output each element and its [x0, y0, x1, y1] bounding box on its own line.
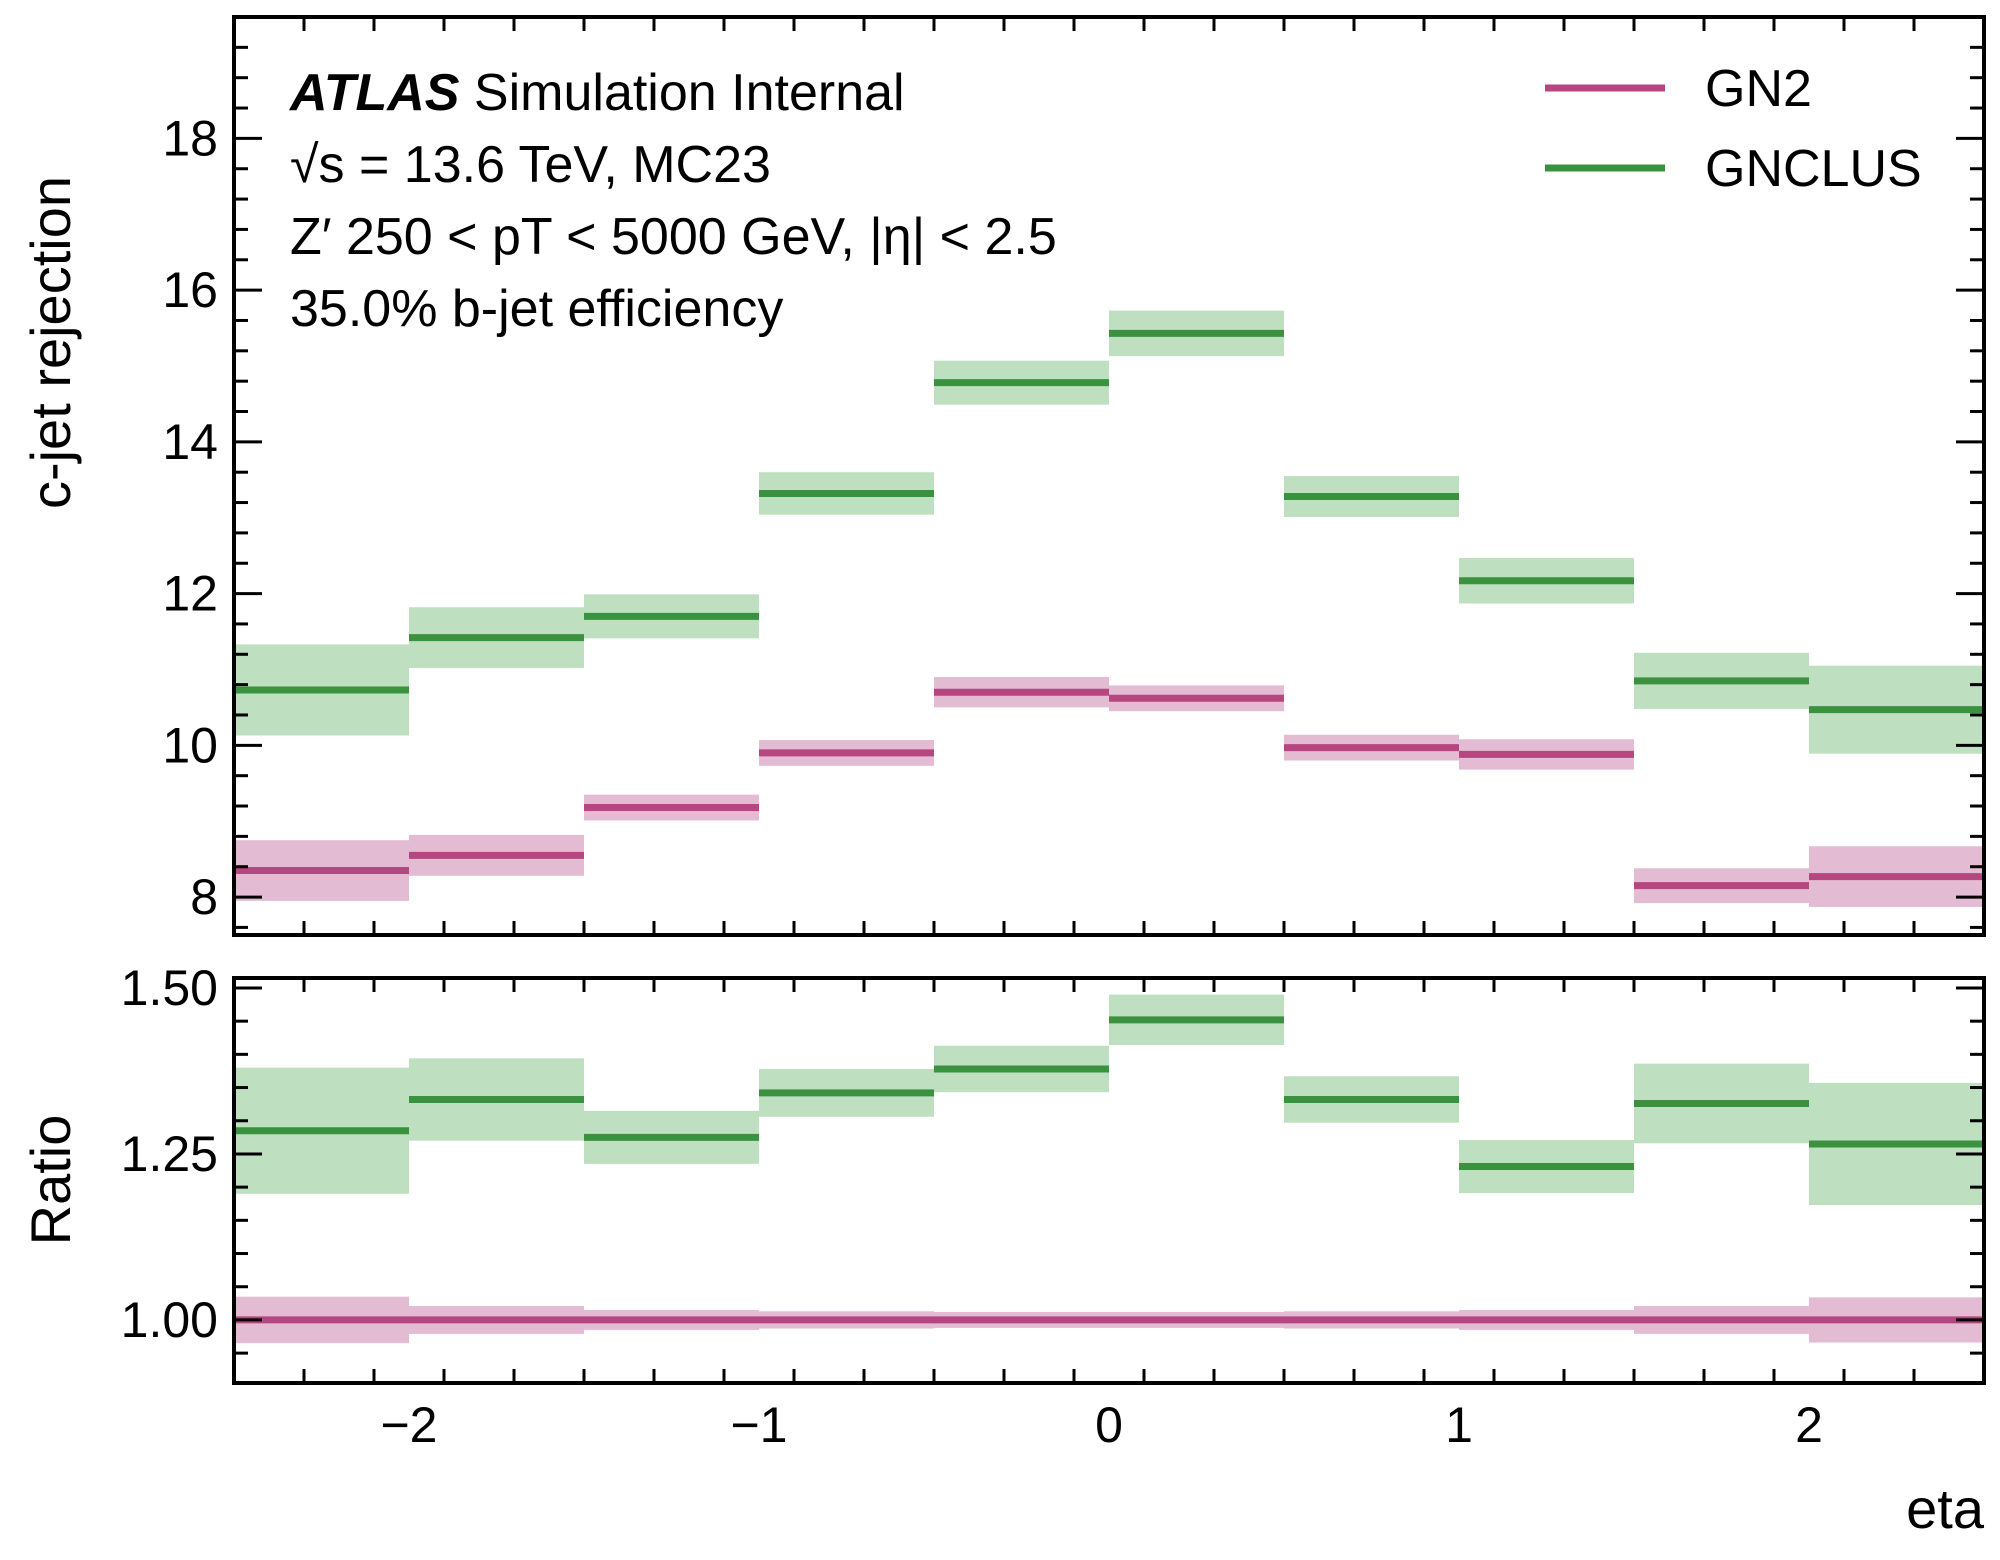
x-tick-label: 2	[1795, 1397, 1823, 1453]
ratio-step-lines	[234, 1016, 1984, 1324]
ratio-uncertainty-bands	[234, 994, 1984, 1344]
legend-label-gnclus: GNCLUS	[1705, 140, 1922, 198]
main-panel: 8 10 12 14 16 18 ATLAS Simulation Internal √s…	[19, 15, 1986, 937]
ratio-ytick-label: 1.25	[121, 1126, 218, 1182]
x-tick-label: −1	[730, 1397, 787, 1453]
efficiency-label: 35.0% b-jet efficiency	[290, 280, 783, 338]
main-axis-ticks: 8 10 12 14 16 18	[162, 15, 1986, 935]
atlas-bold-label: ATLAS	[288, 64, 460, 122]
main-ytick-label: 18	[162, 110, 218, 166]
main-ylabel: c-jet rejection	[19, 176, 82, 509]
main-plot-frame	[232, 15, 1986, 937]
energy-label: √s = 13.6 TeV, MC23	[290, 136, 771, 194]
selection-label: Z′ 250 < pT < 5000 GeV, |η| < 2.5	[290, 208, 1057, 266]
ratio-panel: 1.00 1.25 1.50 Ratio	[19, 960, 1986, 1385]
main-ytick-label: 10	[162, 717, 218, 773]
legend-label-gn2: GN2	[1705, 60, 1812, 118]
atlas-annotation: ATLAS Simulation Internal √s = 13.6 TeV,…	[288, 64, 1057, 338]
ratio-axis-ticks: 1.00 1.25 1.50	[121, 960, 1986, 1383]
ratio-ylabel: Ratio	[19, 1115, 82, 1246]
x-tick-labels: −2 −1 0 1 2	[380, 1397, 1822, 1453]
main-ytick-label: 12	[162, 566, 218, 622]
atlas-label-line1: ATLAS Simulation Internal	[288, 64, 905, 122]
main-ytick-label: 16	[162, 262, 218, 318]
x-tick-label: −2	[380, 1397, 437, 1453]
x-axis-label: eta	[1906, 1477, 1985, 1540]
main-ytick-label: 8	[190, 869, 218, 925]
main-ytick-label: 14	[162, 414, 218, 470]
ratio-ytick-label: 1.00	[121, 1292, 218, 1348]
legend: GN2 GNCLUS	[1545, 60, 1922, 198]
x-tick-label: 0	[1095, 1397, 1123, 1453]
main-step-lines	[234, 329, 1984, 890]
x-tick-label: 1	[1445, 1397, 1473, 1453]
ratio-plot-frame	[232, 976, 1986, 1385]
main-uncertainty-bands	[234, 310, 1984, 907]
simulation-internal-label: Simulation Internal	[459, 64, 904, 122]
ratio-ytick-label: 1.50	[121, 960, 218, 1016]
